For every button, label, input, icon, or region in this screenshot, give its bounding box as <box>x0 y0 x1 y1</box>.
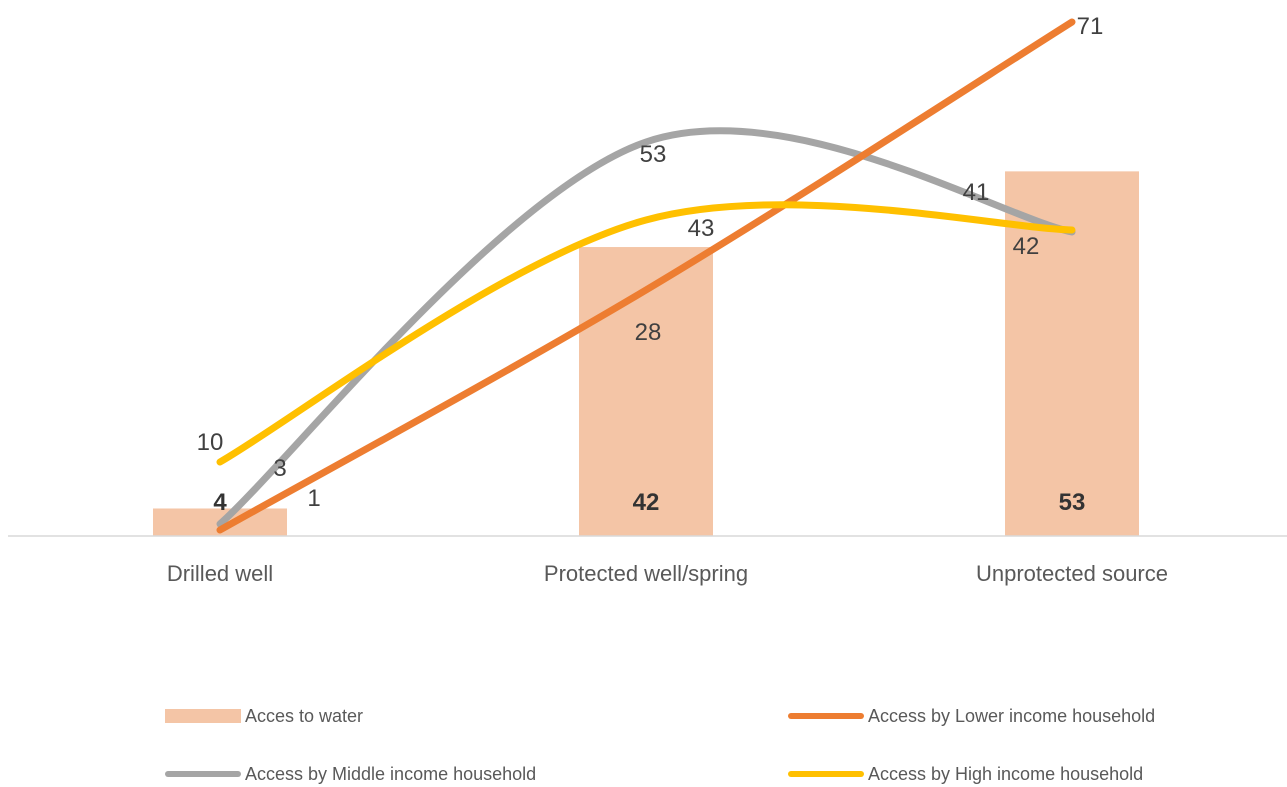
line-value-label: 43 <box>688 215 715 242</box>
line-value-label: 28 <box>635 319 662 346</box>
line-value-label: 71 <box>1077 13 1104 40</box>
bar-protected-well-spring <box>579 247 713 537</box>
bar-value-label: 4 <box>213 489 227 516</box>
line-access-by-middle-income-household <box>216 127 1076 528</box>
x-tick-protected-well-spring: Protected well/spring <box>544 561 748 586</box>
x-tick-drilled-well: Drilled well <box>167 561 273 586</box>
bars-layer <box>153 171 1139 537</box>
line-value-label: 53 <box>640 141 667 168</box>
lines-layer <box>216 18 1076 534</box>
line-access-by-high-income-household <box>216 201 1076 466</box>
line-value-label: 41 <box>963 179 990 206</box>
line-value-label: 10 <box>197 429 224 456</box>
bar-labels-layer: 4 42 53 <box>213 489 1085 516</box>
x-tick-unprotected-source: Unprotected source <box>976 561 1168 586</box>
x-tick-labels: Drilled well Protected well/spring Unprote… <box>167 561 1168 586</box>
bar-value-label: 42 <box>633 489 660 516</box>
line-value-label: 42 <box>1013 233 1040 260</box>
line-access-by-lower-income-household <box>216 18 1076 534</box>
line-value-label: 3 <box>273 455 286 482</box>
line-labels-layer: 1 28 71 3 53 41 10 43 42 <box>197 13 1104 512</box>
line-value-label: 1 <box>307 485 320 512</box>
bar-value-label: 53 <box>1059 489 1086 516</box>
